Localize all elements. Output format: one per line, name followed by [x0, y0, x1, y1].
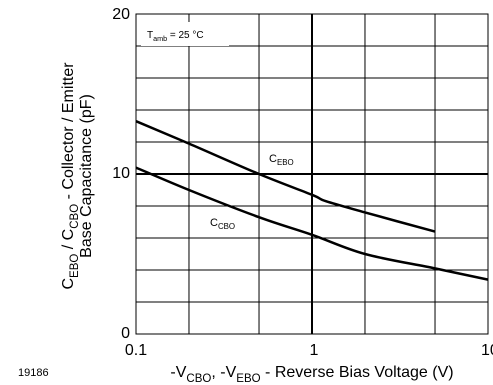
figure-number: 19186: [18, 367, 49, 379]
grid: [136, 14, 488, 334]
curves: [135, 120, 489, 281]
y-tick-label-10: 10: [112, 165, 130, 182]
series-label-ccbo: CCBO: [210, 217, 235, 231]
series-label-cebo: CEBO: [269, 153, 294, 167]
curve-ccbo: [135, 166, 489, 281]
x-tick-label-1: 1: [310, 342, 319, 359]
ambient-temperature-note: Tamb = 25 °C: [147, 30, 204, 43]
annotation-background: [141, 22, 229, 46]
y-axis-title-line2: Base Capacitance (pF): [78, 94, 95, 258]
x-axis-title: -VCBO, -VEBO - Reverse Bias Voltage (V): [170, 364, 453, 385]
y-axis-title: CEBO / CCBO - Collector / Emitter Base C…: [60, 62, 95, 290]
y-tick-label-20: 20: [112, 6, 130, 23]
x-tick-label-10: 10: [481, 342, 493, 359]
y-axis-title-line1: CEBO / CCBO - Collector / Emitter: [60, 62, 81, 290]
curve-cebo: [135, 120, 436, 233]
y-tick-label-0: 0: [121, 325, 130, 342]
x-tick-label-0.1: 0.1: [125, 342, 147, 359]
plot-frame: [135, 13, 489, 335]
